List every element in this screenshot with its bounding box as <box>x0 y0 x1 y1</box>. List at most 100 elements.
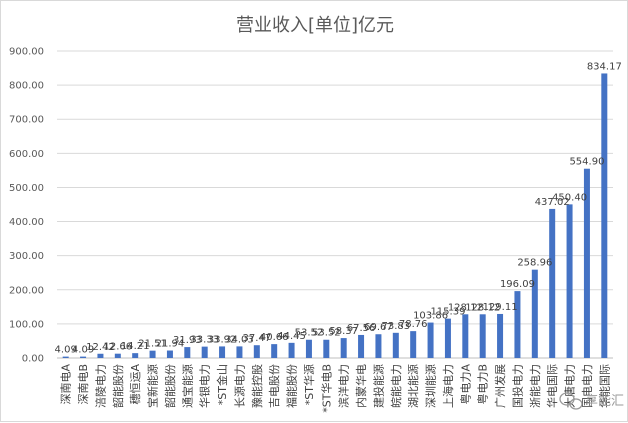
x-tick-label: 深南电A <box>60 364 73 405</box>
gridlines <box>57 50 613 359</box>
bar <box>80 356 87 358</box>
x-tick-label: 福能股份 <box>285 364 299 408</box>
bar <box>375 334 382 358</box>
y-tick-label: 700.00 <box>9 115 44 126</box>
x-tick-label: 深圳能源 <box>424 364 438 408</box>
bar <box>271 344 278 358</box>
y-tick-label: 600.00 <box>9 149 44 160</box>
bar <box>410 331 417 358</box>
x-tick-label: 广州发展 <box>493 364 507 408</box>
x-tick-label: 华电国际 <box>545 364 559 408</box>
data-label: 69.67 <box>364 322 393 333</box>
y-tick-label: 900.00 <box>9 47 44 58</box>
data-label: 14.21 <box>121 341 150 352</box>
bar <box>305 339 312 358</box>
y-tick-label: 500.00 <box>9 183 44 194</box>
watermark: 享能汇 <box>559 392 624 410</box>
data-label: 115.39 <box>430 307 465 318</box>
x-tick-label: 国投电力 <box>510 364 524 408</box>
x-tick-label: 皖能电力 <box>389 364 403 408</box>
bar <box>531 269 538 358</box>
x-tick-label: 涪陵电力 <box>93 364 107 408</box>
data-label: 450.40 <box>552 192 587 203</box>
chart-title: 营业收入[单位]亿元 <box>236 15 394 36</box>
data-label: 196.09 <box>500 279 535 290</box>
bar <box>323 339 330 358</box>
x-tick-label: 韶能股份 <box>163 364 177 408</box>
data-label: 128.12 <box>448 302 483 313</box>
data-label: 67.56 <box>347 323 376 334</box>
x-tick-label: 通宝能源 <box>180 364 194 408</box>
data-labels: 4.094.0912.4212.6614.2121.5121.9431.9333… <box>55 61 622 355</box>
bar <box>236 346 243 358</box>
bar <box>149 350 156 358</box>
bar <box>114 353 121 358</box>
y-tick-label: 100.00 <box>9 319 44 330</box>
x-tick-label: 大唐电力 <box>563 364 577 408</box>
data-label: 53.52 <box>312 328 341 339</box>
x-tick-label: 吉电股份 <box>268 364 281 408</box>
data-label: 40.66 <box>260 332 289 343</box>
data-label: 78.76 <box>399 319 428 330</box>
x-tick-label: 华银电力 <box>198 364 212 408</box>
bars <box>62 73 608 358</box>
bar <box>392 332 399 358</box>
x-tick-label: 国电电力 <box>581 364 594 408</box>
y-tick-label: 200.00 <box>9 285 44 296</box>
x-tick-label: 上海电力 <box>441 364 455 408</box>
x-tick-label: 滨洋电力 <box>337 364 351 408</box>
data-label: 128.12 <box>465 302 500 313</box>
y-tick-label: 400.00 <box>9 217 44 228</box>
x-tick-label: 韶能股份 <box>111 364 125 408</box>
data-label: 44.45 <box>277 331 306 342</box>
data-label: 73.83 <box>381 321 410 332</box>
y-axis-ticks: 0.00 100.00 200.00 300.00 400.00 500.00 600.00… <box>9 47 44 365</box>
x-tick-label: 建投能源 <box>371 364 385 408</box>
data-label: 31.93 <box>173 335 202 346</box>
wechat-icon <box>559 392 583 410</box>
bar <box>444 318 451 358</box>
x-tick-label: 湖北能源 <box>406 364 420 408</box>
data-label: 437.02 <box>535 197 570 208</box>
data-label: 58.37 <box>329 326 358 337</box>
bar <box>166 350 173 358</box>
bar <box>462 314 469 358</box>
bar <box>358 334 365 358</box>
bar <box>62 356 69 358</box>
data-label: 4.09 <box>72 345 94 356</box>
x-tick-label: *ST华源 <box>302 364 316 405</box>
data-label: 37.47 <box>242 333 271 344</box>
bar <box>97 353 104 358</box>
data-label: 33.92 <box>208 334 237 345</box>
x-tick-label: *ST华电B <box>319 364 333 413</box>
data-label: 33.33 <box>190 335 219 346</box>
bar <box>583 168 590 358</box>
data-label: 53.52 <box>295 328 324 339</box>
x-tick-label: 长源电力 <box>232 364 246 408</box>
x-tick-label: 宝新能源 <box>146 364 160 408</box>
watermark-text: 享能汇 <box>585 393 624 409</box>
x-tick-label: 粤电力A <box>458 364 472 405</box>
bar <box>514 291 521 358</box>
data-label: 21.94 <box>156 339 185 350</box>
bar <box>201 346 208 358</box>
data-label: 34.03 <box>225 334 254 345</box>
data-label: 12.42 <box>86 342 115 353</box>
x-tick-label: 豫能控股 <box>250 364 264 408</box>
bar <box>184 347 191 358</box>
bar <box>549 208 556 358</box>
x-tick-label: *ST金山 <box>215 364 229 405</box>
data-label: 834.17 <box>587 61 622 72</box>
x-tick-label: 内蒙华电 <box>354 364 368 408</box>
data-label: 258.96 <box>517 258 552 269</box>
x-tick-label: 浙能电力 <box>528 364 542 408</box>
bar <box>497 313 504 358</box>
data-label: 129.11 <box>483 302 518 313</box>
x-tick-label: 穗恒运A <box>129 364 142 405</box>
y-tick-label: 0.00 <box>22 354 44 365</box>
bar <box>253 345 260 358</box>
bar <box>427 322 434 358</box>
x-tick-label: 粤电力B <box>476 364 490 405</box>
